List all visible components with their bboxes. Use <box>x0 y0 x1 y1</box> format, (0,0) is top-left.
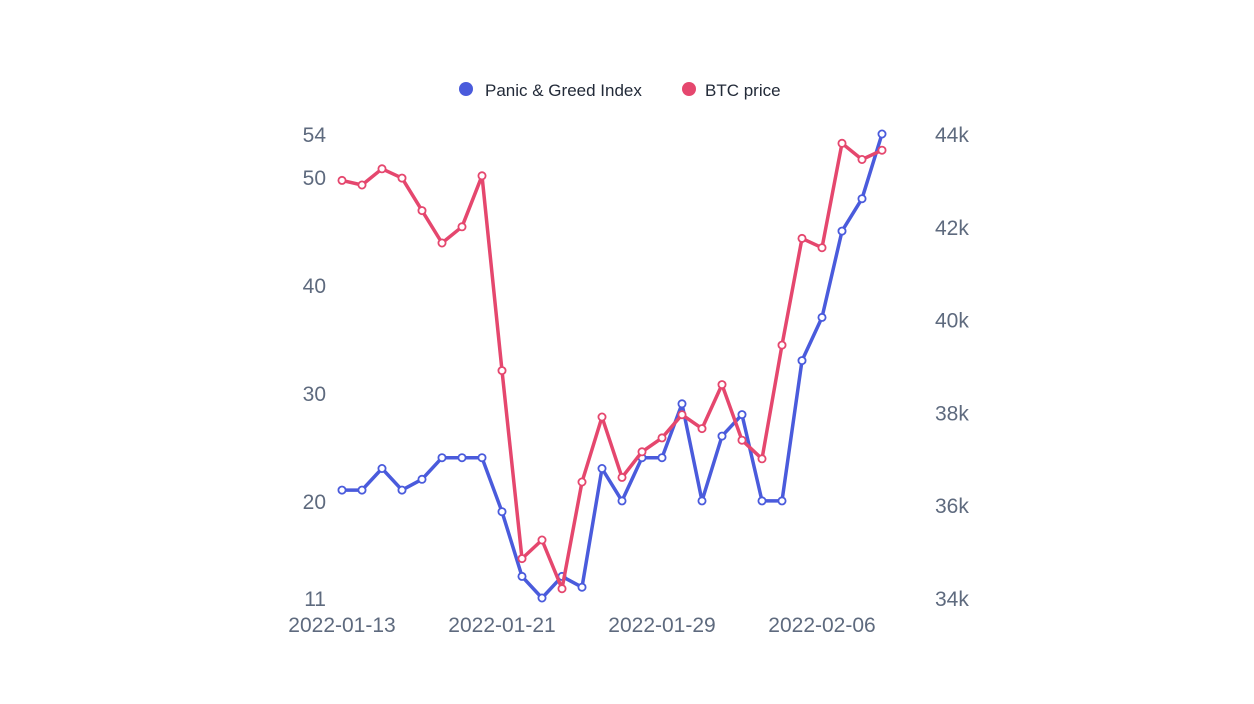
data-point-panic-greed[interactable] <box>477 453 487 463</box>
data-point-panic-greed[interactable] <box>357 485 367 495</box>
right-axis-tick-label: 40k <box>935 310 969 333</box>
data-point-btc-price[interactable] <box>417 206 427 216</box>
data-point-btc-price[interactable] <box>597 412 607 422</box>
x-axis-tick-label: 2022-01-21 <box>448 614 555 637</box>
legend-item-btc-price[interactable]: BTC price <box>682 81 781 100</box>
left-axis-tick-label: 30 <box>303 383 326 406</box>
data-point-panic-greed[interactable] <box>517 571 527 581</box>
data-point-panic-greed[interactable] <box>617 496 627 506</box>
data-point-btc-price[interactable] <box>777 340 787 350</box>
data-point-panic-greed[interactable] <box>577 582 587 592</box>
data-point-btc-price[interactable] <box>657 433 667 443</box>
left-axis-tick-label: 11 <box>304 588 326 611</box>
data-point-panic-greed[interactable] <box>757 496 767 506</box>
legend-label-panic-greed: Panic & Greed Index <box>485 81 642 100</box>
data-point-btc-price[interactable] <box>717 380 727 390</box>
left-axis-tick-label: 50 <box>303 167 326 190</box>
data-point-btc-price[interactable] <box>377 164 387 174</box>
data-point-btc-price[interactable] <box>397 173 407 183</box>
data-point-btc-price[interactable] <box>817 243 827 253</box>
data-point-panic-greed[interactable] <box>717 431 727 441</box>
data-point-btc-price[interactable] <box>677 410 687 420</box>
legend-marker-btc-price <box>682 82 696 96</box>
data-point-panic-greed[interactable] <box>837 226 847 236</box>
series-panic-greed <box>337 129 887 603</box>
series-line-btc-price <box>340 141 884 591</box>
data-point-btc-price[interactable] <box>737 435 747 445</box>
series-line-panic-greed <box>340 132 884 600</box>
data-point-panic-greed[interactable] <box>817 312 827 322</box>
legend-item-panic-greed[interactable]: Panic & Greed Index <box>459 81 642 100</box>
series-btc-price <box>337 138 887 594</box>
legend-marker-panic-greed <box>459 82 473 96</box>
right-axis-tick-label: 44k <box>935 124 969 147</box>
data-point-panic-greed[interactable] <box>377 463 387 473</box>
right-axis-tick-label: 38k <box>935 402 969 425</box>
data-point-panic-greed[interactable] <box>697 496 707 506</box>
data-point-btc-price[interactable] <box>517 554 527 564</box>
data-point-panic-greed[interactable] <box>437 453 447 463</box>
data-point-btc-price[interactable] <box>437 238 447 248</box>
data-point-panic-greed[interactable] <box>877 129 887 139</box>
data-point-btc-price[interactable] <box>337 175 347 185</box>
data-point-btc-price[interactable] <box>457 222 467 232</box>
data-point-panic-greed[interactable] <box>857 194 867 204</box>
legend: Panic & Greed Index BTC price <box>459 81 781 100</box>
data-point-panic-greed[interactable] <box>797 356 807 366</box>
data-point-btc-price[interactable] <box>757 454 767 464</box>
data-point-btc-price[interactable] <box>697 424 707 434</box>
data-point-btc-price[interactable] <box>877 145 887 155</box>
data-point-panic-greed[interactable] <box>597 463 607 473</box>
data-point-btc-price[interactable] <box>617 472 627 482</box>
data-point-btc-price[interactable] <box>557 584 567 594</box>
data-point-panic-greed[interactable] <box>677 399 687 409</box>
data-point-btc-price[interactable] <box>477 171 487 181</box>
left-y-axis: 11 20 30 40 50 54 <box>303 124 327 611</box>
series-layer <box>337 129 887 603</box>
right-axis-tick-label: 36k <box>935 495 969 518</box>
x-axis-tick-label: 2022-01-13 <box>288 614 395 637</box>
left-axis-tick-label: 20 <box>303 491 326 514</box>
data-point-panic-greed[interactable] <box>497 507 507 517</box>
data-point-btc-price[interactable] <box>577 477 587 487</box>
x-axis: 2022-01-13 2022-01-21 2022-01-29 2022-02-06 <box>288 614 875 637</box>
left-axis-tick-label: 54 <box>303 124 327 147</box>
x-axis-tick-label: 2022-02-06 <box>768 614 875 637</box>
data-point-panic-greed[interactable] <box>457 453 467 463</box>
data-point-panic-greed[interactable] <box>657 453 667 463</box>
data-point-panic-greed[interactable] <box>737 410 747 420</box>
data-point-panic-greed[interactable] <box>397 485 407 495</box>
data-point-panic-greed[interactable] <box>537 593 547 603</box>
legend-label-btc-price: BTC price <box>705 81 781 100</box>
data-point-panic-greed[interactable] <box>777 496 787 506</box>
data-point-btc-price[interactable] <box>537 535 547 545</box>
data-point-btc-price[interactable] <box>497 366 507 376</box>
data-point-btc-price[interactable] <box>797 233 807 243</box>
data-point-panic-greed[interactable] <box>337 485 347 495</box>
data-point-btc-price[interactable] <box>637 447 647 457</box>
data-point-btc-price[interactable] <box>357 180 367 190</box>
data-point-panic-greed[interactable] <box>417 474 427 484</box>
right-axis-tick-label: 34k <box>935 588 969 611</box>
data-point-btc-price[interactable] <box>857 154 867 164</box>
x-axis-tick-label: 2022-01-29 <box>608 614 715 637</box>
left-axis-tick-label: 40 <box>303 275 326 298</box>
right-y-axis: 34k 36k 38k 40k 42k 44k <box>935 124 969 611</box>
right-axis-tick-label: 42k <box>935 217 969 240</box>
data-point-btc-price[interactable] <box>837 138 847 148</box>
